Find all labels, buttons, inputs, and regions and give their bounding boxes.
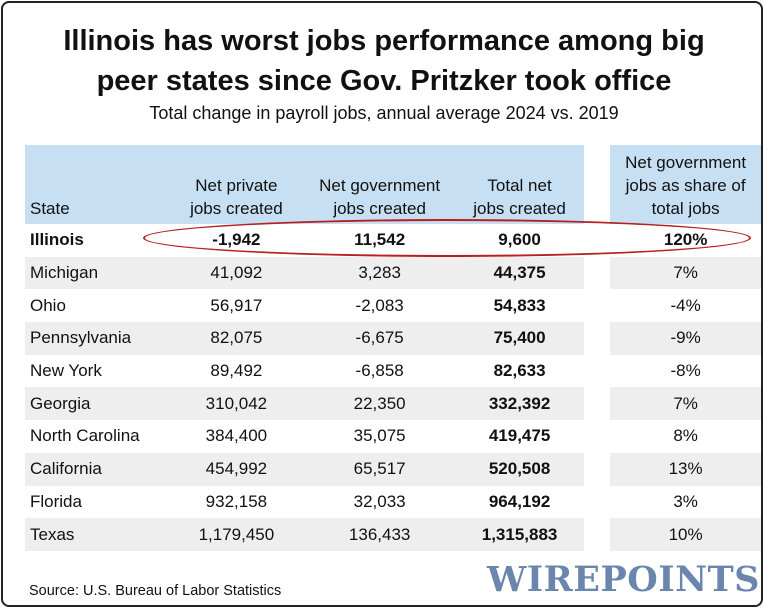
title-line-2: peer states since Gov. Pritzker took off… (96, 65, 672, 97)
col-header-line: Total net (487, 176, 552, 195)
table-row: Texas 1,179,450 136,433 1,315,883 10% (25, 518, 761, 551)
column-gap (583, 354, 611, 388)
cell-total-net: 1,315,883 (455, 518, 584, 551)
cell-total-net: 964,192 (488, 491, 551, 511)
cell-gov-share: 8% (673, 426, 698, 446)
table-row: California 454,992 65,517 520,508 13% (25, 452, 761, 486)
cell-state: Georgia (25, 387, 169, 421)
cell-state: Ohio (30, 295, 66, 315)
cell-state: Florida (30, 491, 82, 511)
table-row: Michigan 41,092 3,283 44,375 7% (25, 256, 761, 290)
cell-net-private: -1,942 (212, 230, 261, 250)
cell-gov-share: 7% (610, 387, 761, 421)
col-header-line: Net government (319, 176, 441, 195)
cell-total-net: 419,475 (488, 426, 551, 446)
col-header-line: jobs created (333, 199, 426, 218)
cell-total-net: 332,392 (455, 387, 584, 421)
col-header-line: jobs created (190, 199, 283, 218)
column-gap (583, 289, 611, 323)
col-header-line: Net private (195, 176, 278, 195)
column-gap (583, 322, 611, 355)
cell-total-net: 54,833 (493, 295, 546, 315)
title-line-1: Illinois has worst jobs performance amon… (63, 25, 705, 57)
col-header-gov-share: Net government jobs as share of total jobs (610, 145, 761, 224)
cell-net-government: 22,350 (303, 387, 456, 421)
cell-net-government: 3,283 (303, 256, 456, 290)
table-header-row: State Net private jobs created Net govern… (25, 145, 761, 224)
cell-total-net: 520,508 (455, 452, 584, 486)
cell-net-private: 56,917 (210, 295, 263, 315)
cell-gov-share: -8% (670, 361, 701, 381)
cell-net-government: -6,858 (355, 361, 404, 381)
cell-state: New York (30, 361, 102, 381)
column-gap (583, 145, 611, 224)
cell-net-government: 11,542 (354, 230, 406, 250)
cell-gov-share: 3% (673, 491, 698, 511)
column-gap (583, 256, 611, 290)
chart-subtitle: Total change in payroll jobs, annual ave… (149, 103, 619, 123)
table-row: New York 89,492 -6,858 82,633 -8% (25, 354, 761, 388)
cell-state: California (25, 452, 169, 486)
cell-gov-share: 13% (610, 452, 761, 486)
col-header-total-net: Total net jobs created (455, 145, 584, 224)
table-row: Illinois -1,942 11,542 9,600 120% (25, 224, 761, 257)
cell-state: Michigan (25, 256, 169, 290)
cell-net-private: 454,992 (168, 452, 304, 486)
source-note: Source: U.S. Bureau of Labor Statistics (29, 583, 282, 599)
cell-net-private: 1,179,450 (168, 518, 304, 551)
table-row: Pennsylvania 82,075 -6,675 75,400 -9% (25, 322, 761, 355)
jobs-table: State Net private jobs created Net govern… (25, 145, 761, 551)
column-gap (583, 387, 611, 421)
cell-gov-share: 10% (610, 518, 761, 551)
cell-gov-share: -4% (670, 295, 701, 315)
table-row: Georgia 310,042 22,350 332,392 7% (25, 387, 761, 421)
cell-state: Texas (25, 518, 169, 551)
cell-total-net: 44,375 (455, 256, 584, 290)
cell-net-private: 932,158 (205, 491, 268, 511)
col-header-line: State (30, 199, 70, 218)
cell-total-net: 75,400 (455, 322, 584, 355)
cell-net-government: 32,033 (353, 491, 406, 511)
col-header-line: jobs created (473, 199, 566, 218)
column-gap (583, 518, 611, 551)
cell-state: Pennsylvania (25, 322, 169, 355)
col-header-state: State (25, 145, 169, 224)
cell-net-private: 41,092 (168, 256, 304, 290)
column-gap (583, 224, 611, 257)
cell-net-government: -2,083 (355, 295, 404, 315)
cell-total-net: 82,633 (493, 361, 546, 381)
cell-total-net: 9,600 (498, 230, 541, 250)
cell-net-private: 89,492 (210, 361, 263, 381)
cell-state: North Carolina (30, 426, 140, 446)
table-body: Illinois -1,942 11,542 9,600 120% Michigan 41,… (25, 224, 761, 551)
column-gap (583, 485, 611, 519)
cell-net-private: 384,400 (205, 426, 268, 446)
column-gap (583, 452, 611, 486)
col-header-net-private: Net private jobs created (168, 145, 304, 224)
col-header-line: Net government (625, 153, 747, 172)
cell-state: Illinois (30, 230, 84, 250)
cell-net-private: 82,075 (168, 322, 304, 355)
cell-net-government: 65,517 (303, 452, 456, 486)
wirepoints-logo: WIREPOINTS (487, 559, 760, 600)
chart-title: Illinois has worst jobs performance amon… (3, 21, 765, 101)
col-header-net-government: Net government jobs created (303, 145, 456, 224)
cell-net-private: 310,042 (168, 387, 304, 421)
cell-net-government: -6,675 (303, 322, 456, 355)
column-gap (583, 420, 611, 453)
cell-gov-share: 120% (663, 230, 708, 250)
cell-gov-share: 7% (610, 256, 761, 290)
cell-gov-share: -9% (610, 322, 761, 355)
cell-net-government: 35,075 (353, 426, 406, 446)
table-row: Florida 932,158 32,033 964,192 3% (25, 485, 761, 519)
table-row: Ohio 56,917 -2,083 54,833 -4% (25, 289, 761, 323)
cell-net-government: 136,433 (303, 518, 456, 551)
col-header-line: total jobs (651, 199, 720, 218)
col-header-line: jobs as share of (625, 176, 746, 195)
table-row: North Carolina 384,400 35,075 419,475 8% (25, 420, 761, 453)
